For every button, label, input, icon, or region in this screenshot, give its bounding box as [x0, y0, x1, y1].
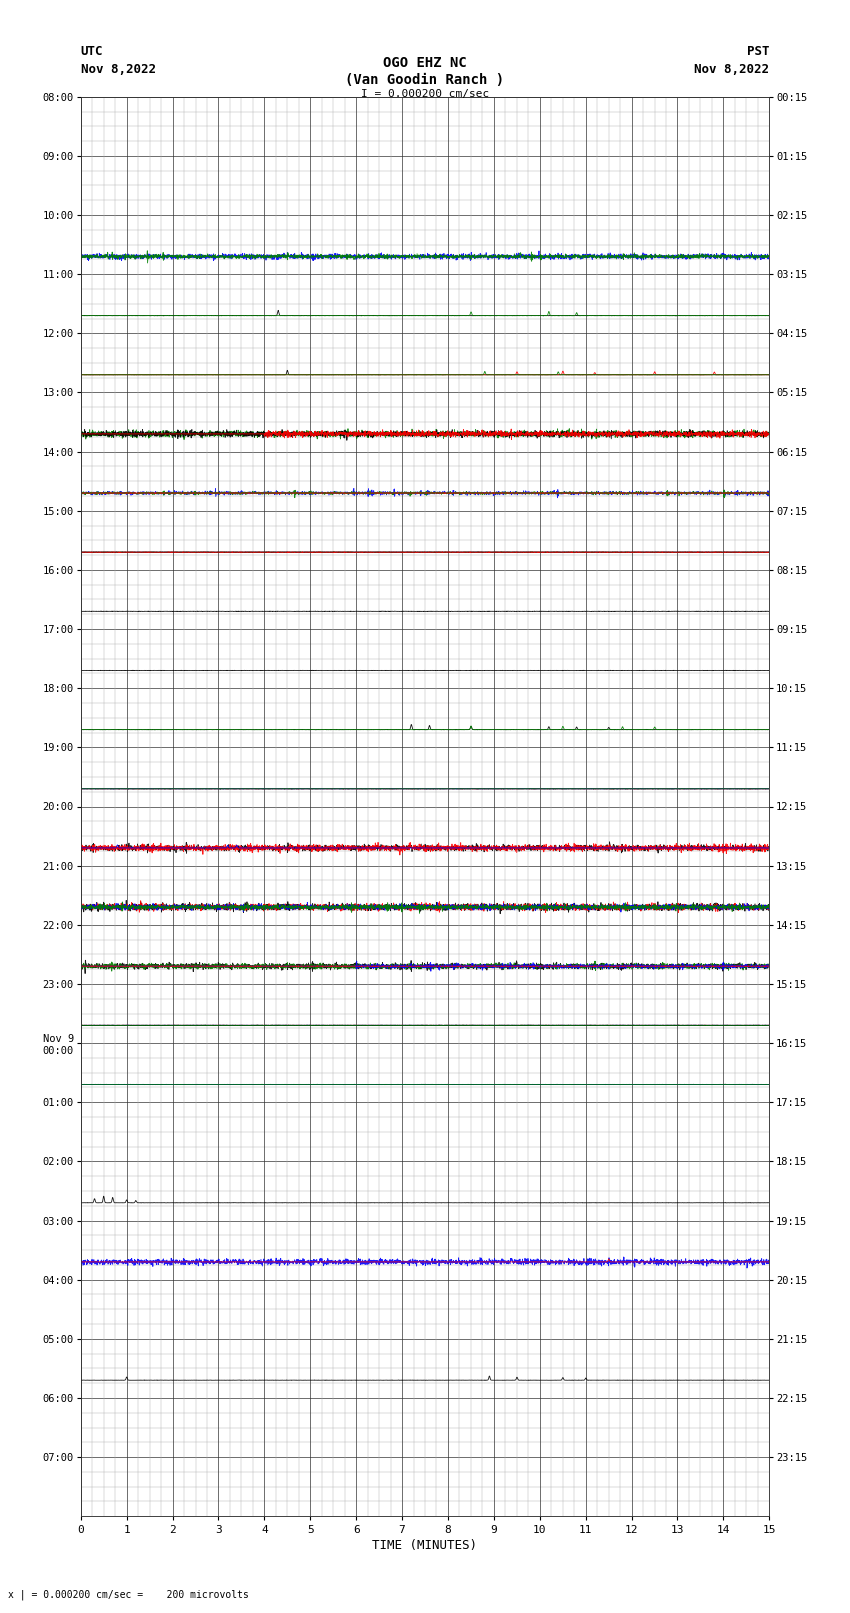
Text: x | = 0.000200 cm/sec =    200 microvolts: x | = 0.000200 cm/sec = 200 microvolts — [8, 1589, 249, 1600]
Text: Nov 8,2022: Nov 8,2022 — [694, 63, 769, 76]
X-axis label: TIME (MINUTES): TIME (MINUTES) — [372, 1539, 478, 1552]
Text: I = 0.000200 cm/sec: I = 0.000200 cm/sec — [361, 89, 489, 98]
Text: PST: PST — [747, 45, 769, 58]
Text: OGO EHZ NC: OGO EHZ NC — [383, 56, 467, 71]
Text: (Van Goodin Ranch ): (Van Goodin Ranch ) — [345, 73, 505, 87]
Text: UTC: UTC — [81, 45, 103, 58]
Text: Nov 8,2022: Nov 8,2022 — [81, 63, 156, 76]
